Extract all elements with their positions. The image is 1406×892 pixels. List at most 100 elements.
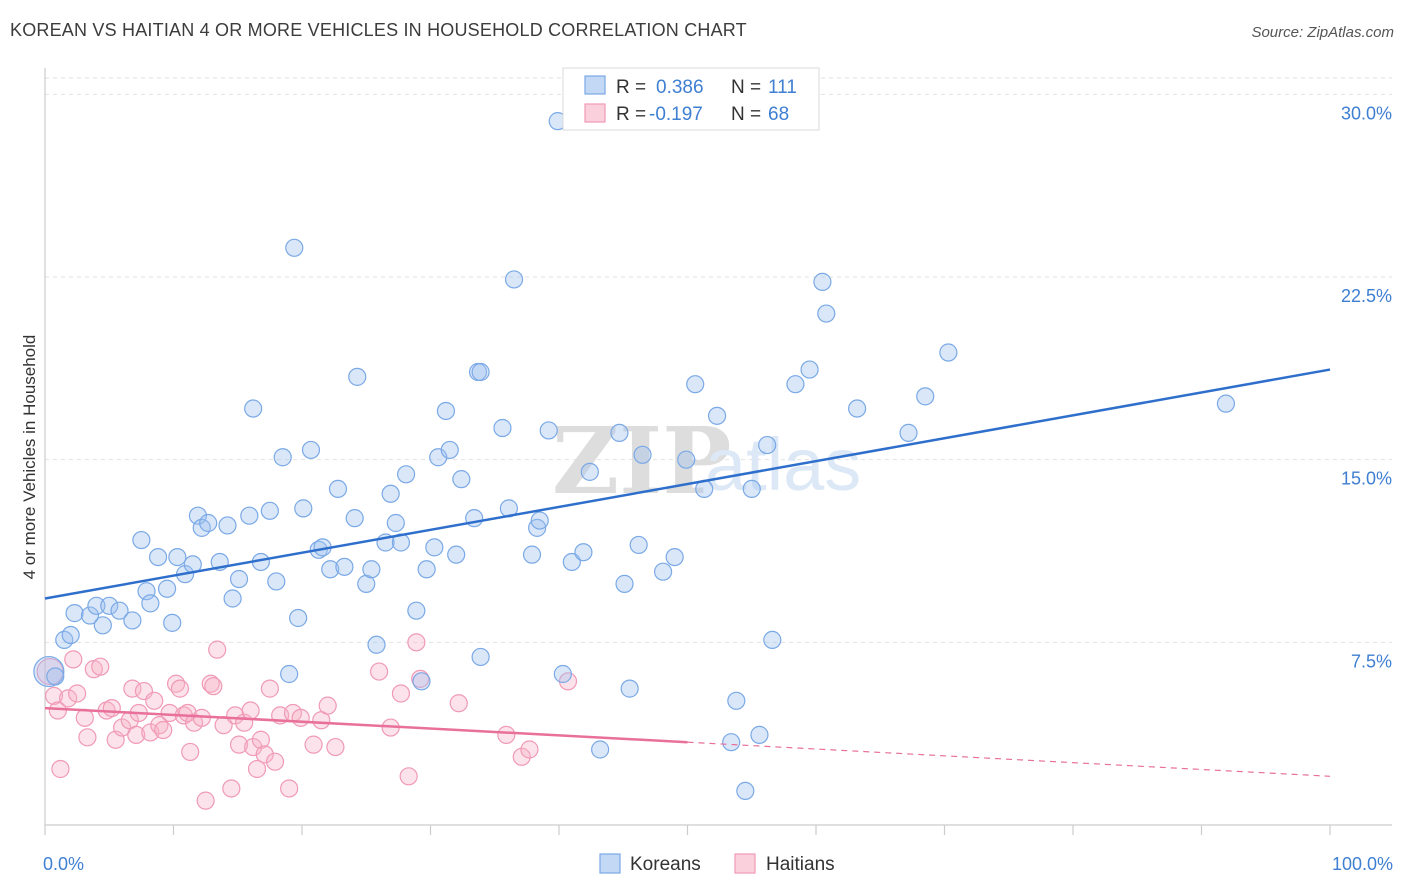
korean-point-49 <box>381 484 400 503</box>
korean-point-8 <box>100 596 119 615</box>
korean-point-42 <box>335 557 354 576</box>
koreans-trend-line <box>44 368 1331 600</box>
legend-haitians-label: Haitians <box>766 854 835 875</box>
haitian-point-45 <box>255 745 274 764</box>
x-tick-label-min: 0.0% <box>43 854 84 874</box>
stats-legend-korean-swatch <box>584 75 606 95</box>
stats-legend-r-label-2: R = <box>616 104 646 125</box>
korean-point-40 <box>321 560 340 579</box>
korean-point-80 <box>615 574 634 593</box>
haitian-point-58 <box>391 684 411 703</box>
korean-point-41 <box>328 479 348 499</box>
haitian-point-12 <box>102 698 121 718</box>
korean-point-52 <box>396 465 416 484</box>
gridlines <box>45 77 1392 643</box>
x-tick-label-max: 100.0% <box>1332 854 1393 874</box>
korean-point-100 <box>817 304 836 323</box>
y-tick-label-3: 30.0% <box>1341 103 1392 123</box>
haitian-point-23 <box>154 720 173 740</box>
korean-point-33 <box>280 664 299 684</box>
korean-point-66 <box>493 418 512 438</box>
korean-point-9 <box>110 601 129 620</box>
korean-point-47 <box>367 635 386 654</box>
korean-point-83 <box>633 445 652 464</box>
korean-point-35 <box>289 608 308 628</box>
y-tick-label-1: 15.0% <box>1341 469 1392 489</box>
haitian-point-7 <box>75 708 94 727</box>
haitian-point-60 <box>407 633 426 652</box>
korean-point-105 <box>1216 394 1236 413</box>
korean-point-99 <box>813 272 832 291</box>
korean-point-53 <box>407 601 426 620</box>
haitian-point-26 <box>170 679 190 698</box>
haitian-point-1 <box>44 686 64 706</box>
haitian-point-33 <box>201 674 220 693</box>
haitian-point-0 <box>36 657 64 686</box>
korean-point-44 <box>348 367 367 386</box>
korean-point-13 <box>141 594 160 613</box>
haitian-point-37 <box>222 779 241 798</box>
korean-point-61 <box>452 470 471 489</box>
series-legend: Koreans Haitians <box>599 853 835 875</box>
haitian-point-63 <box>497 725 516 744</box>
haitian-point-55 <box>326 737 345 757</box>
haitian-point-51 <box>291 708 310 727</box>
korean-point-93 <box>742 479 761 499</box>
korean-point-102 <box>899 423 918 442</box>
haitian-point-29 <box>181 742 200 762</box>
haitian-point-41 <box>241 701 260 720</box>
haitian-point-10 <box>91 657 110 676</box>
korean-point-91 <box>727 691 746 710</box>
haitian-point-5 <box>64 650 83 669</box>
korean-point-27 <box>240 506 259 525</box>
haitian-point-6 <box>68 684 87 703</box>
legend-koreans-label: Koreans <box>630 854 701 875</box>
haitian-point-16 <box>123 679 142 698</box>
korean-point-7 <box>93 616 112 635</box>
stats-legend-r-value-1: 0.386 <box>656 77 704 98</box>
korean-point-78 <box>591 740 610 759</box>
korean-point-37 <box>301 440 321 460</box>
korean-point-65 <box>471 647 490 667</box>
haitian-point-2 <box>48 701 67 720</box>
haitian-point-49 <box>280 779 299 798</box>
korean-point-85 <box>665 547 684 567</box>
haitian-point-24 <box>160 703 179 723</box>
watermark-atlas: atlas <box>705 423 861 506</box>
korean-point-14 <box>148 547 168 567</box>
korean-point-75 <box>562 552 581 572</box>
korean-point-26 <box>229 569 249 589</box>
korean-point-98 <box>800 360 819 379</box>
korean-point-68 <box>504 270 524 289</box>
haitian-point-28 <box>178 703 197 723</box>
source-label: Source: ZipAtlas.com <box>1251 24 1394 41</box>
haitian-point-64 <box>512 747 531 766</box>
y-tick-label-0: 7.5% <box>1351 651 1392 671</box>
haitian-point-8 <box>78 728 97 747</box>
korean-point-1 <box>46 667 65 686</box>
trend-lines <box>44 368 1331 777</box>
haitian-point-65 <box>520 740 539 759</box>
korean-point-70 <box>528 518 547 537</box>
stats-legend-r-value-2: -0.197 <box>649 104 703 125</box>
korean-point-77 <box>580 462 599 481</box>
korean-point-43 <box>345 509 364 528</box>
korean-point-15 <box>157 579 177 598</box>
korean-point-56 <box>425 538 444 557</box>
legend-koreans-swatch <box>599 853 621 874</box>
haitian-point-35 <box>208 640 227 659</box>
stats-legend-n-value-2: 68 <box>768 104 789 125</box>
haitian-point-21 <box>145 691 164 710</box>
stats-legend-r-label-1: R = <box>616 77 646 98</box>
korean-point-3 <box>61 625 80 645</box>
stats-legend-box <box>562 67 820 131</box>
korean-point-28 <box>244 399 263 418</box>
korean-point-24 <box>218 516 237 535</box>
korean-point-92 <box>736 781 755 801</box>
korean-point-69 <box>522 545 542 564</box>
korean-point-104 <box>939 343 958 362</box>
korean-point-87 <box>686 375 705 394</box>
haitian-point-34 <box>204 677 223 696</box>
koreans-points <box>33 112 1236 801</box>
haitian-point-44 <box>251 730 270 749</box>
